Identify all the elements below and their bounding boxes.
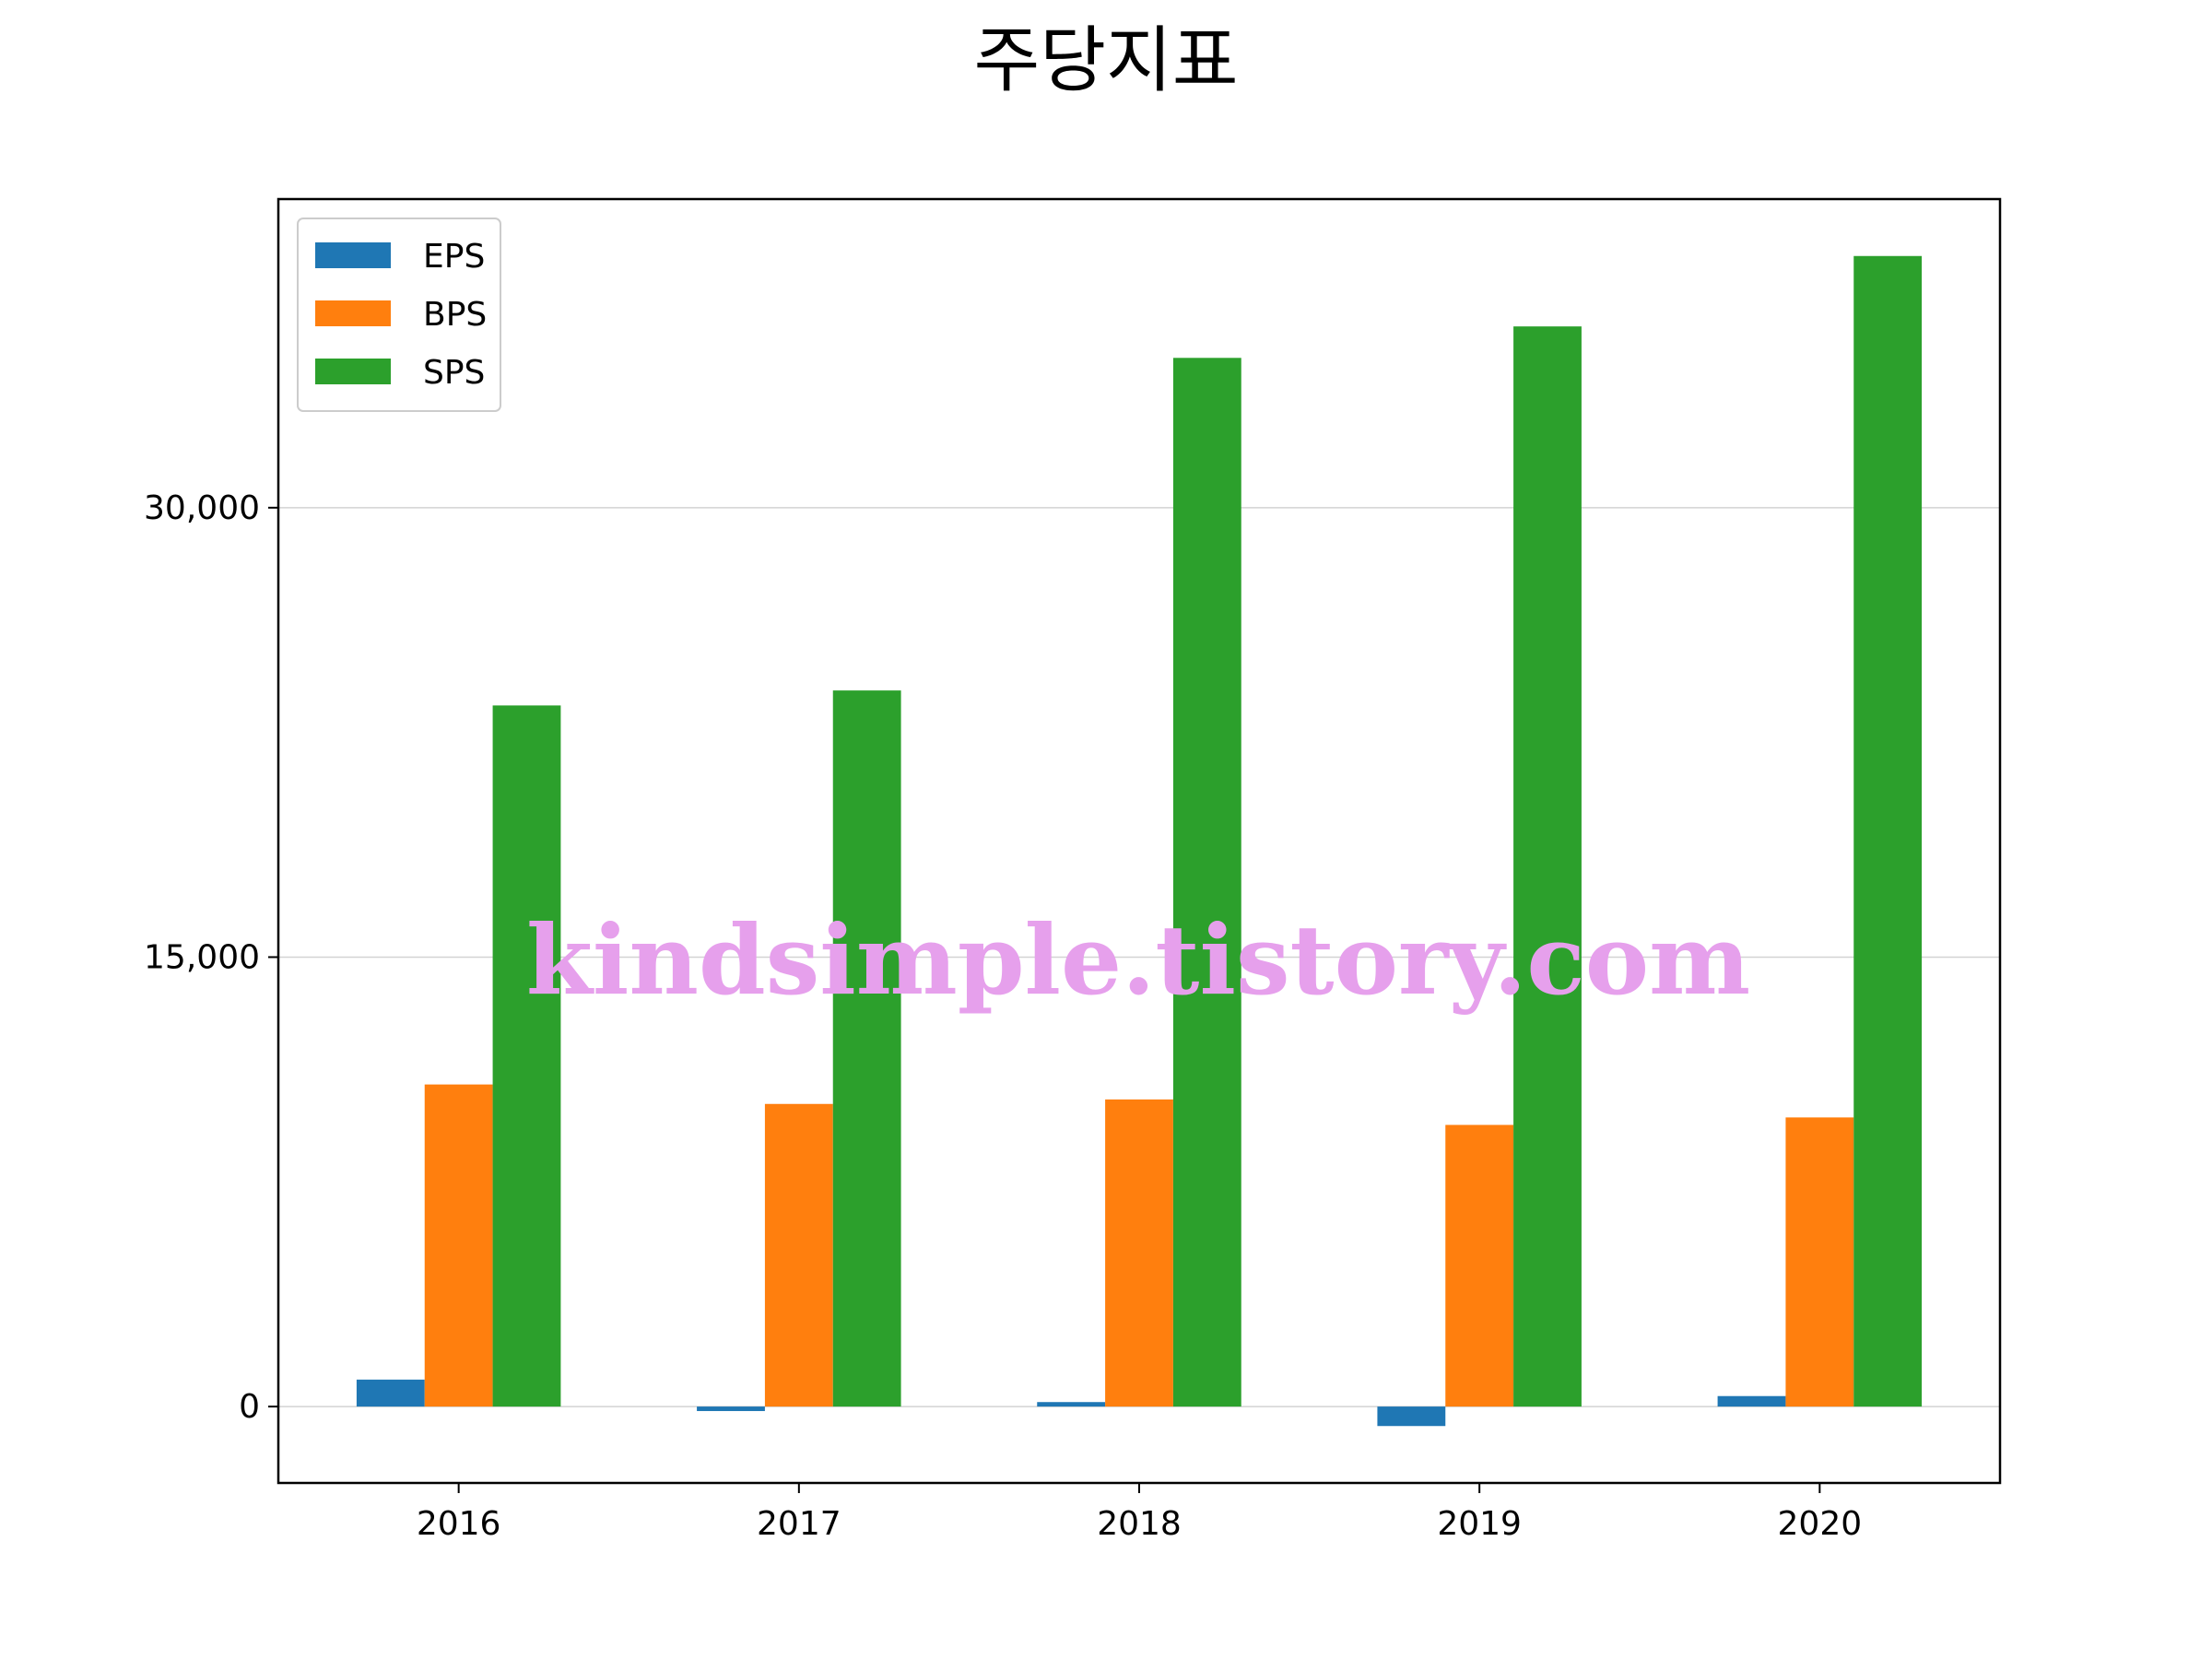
chart-title: 주당지표	[973, 19, 1238, 102]
bar-sps-2018	[1172, 358, 1241, 1407]
bar-eps-2016	[356, 1379, 425, 1407]
y-tick-label-1: 15,000	[144, 938, 260, 976]
bars	[356, 255, 1923, 1427]
bar-eps-2020	[1717, 1395, 1786, 1407]
x-tick-label-2: 2018	[1097, 1505, 1182, 1543]
y-tick-label-2: 30,000	[144, 489, 260, 527]
bar-eps-2017	[697, 1406, 765, 1411]
legend-label-bps: BPS	[423, 296, 487, 334]
legend-label-sps: SPS	[423, 354, 485, 392]
bar-bps-2016	[424, 1084, 493, 1407]
legend-swatch-sps	[315, 359, 391, 384]
bar-bps-2020	[1785, 1117, 1854, 1407]
bar-sps-2020	[1853, 255, 1923, 1407]
legend-swatch-bps	[315, 300, 391, 326]
x-axis: 2016 2017 2018 2019 2020	[417, 1483, 1862, 1543]
bar-eps-2019	[1377, 1406, 1446, 1427]
bar-bps-2017	[764, 1103, 833, 1407]
bar-eps-2018	[1037, 1402, 1106, 1407]
bar-bps-2019	[1445, 1124, 1514, 1407]
bar-bps-2018	[1105, 1099, 1173, 1407]
legend-label-eps: EPS	[423, 238, 485, 276]
bar-sps-2017	[832, 690, 901, 1407]
bar-sps-2019	[1513, 326, 1582, 1407]
y-tick-label-0: 0	[239, 1388, 260, 1426]
x-tick-label-1: 2017	[757, 1505, 841, 1543]
x-tick-label-4: 2020	[1778, 1505, 1863, 1543]
y-axis: 0 15,000 30,000	[144, 489, 278, 1426]
watermark: kindsimple.tistory.com	[526, 903, 1750, 1017]
legend: EPS BPS SPS	[297, 218, 501, 412]
legend-swatch-eps	[315, 242, 391, 268]
x-tick-label-3: 2019	[1437, 1505, 1522, 1543]
bar-sps-2016	[492, 705, 561, 1407]
x-tick-label-0: 2016	[417, 1505, 501, 1543]
